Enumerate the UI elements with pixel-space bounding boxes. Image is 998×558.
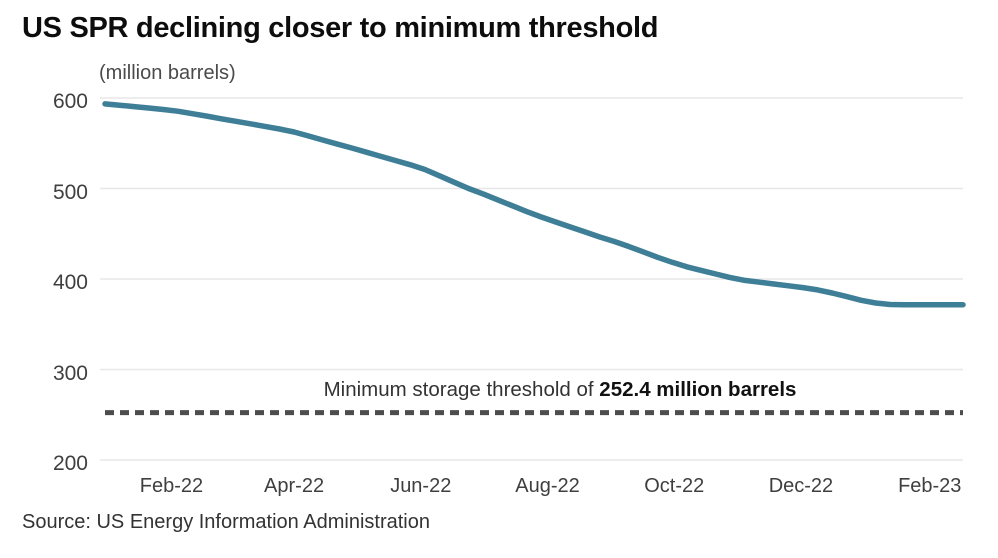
x-tick-label: Apr-22 xyxy=(264,475,325,497)
x-tick-label: Feb-23 xyxy=(898,475,962,497)
x-tick-label: Jun-22 xyxy=(390,475,452,497)
y-tick-label: 500 xyxy=(52,180,88,204)
x-tick-label: Aug-22 xyxy=(515,475,580,497)
threshold-annotation: Minimum storage threshold of 252.4 milli… xyxy=(160,378,960,402)
y-tick-label: 200 xyxy=(52,452,88,475)
threshold-annotation-prefix: Minimum storage threshold of xyxy=(323,378,600,401)
y-tick-label: 400 xyxy=(52,271,88,294)
x-tick-label: Oct-22 xyxy=(644,475,705,497)
y-tick-label: 600 xyxy=(52,90,88,113)
spr-stock-line xyxy=(102,101,966,308)
x-tick-label: Dec-22 xyxy=(768,475,834,497)
threshold-annotation-value: 252.4 million barrels xyxy=(599,378,797,401)
y-tick-label: 300 xyxy=(52,361,88,385)
x-tick-label: Feb-22 xyxy=(139,475,204,497)
source-credit: Source: US Energy Information Administra… xyxy=(22,511,430,533)
y-axis-units-label: (million barrels) xyxy=(99,62,236,84)
chart-title: US SPR declining closer to minimum thres… xyxy=(22,12,659,44)
